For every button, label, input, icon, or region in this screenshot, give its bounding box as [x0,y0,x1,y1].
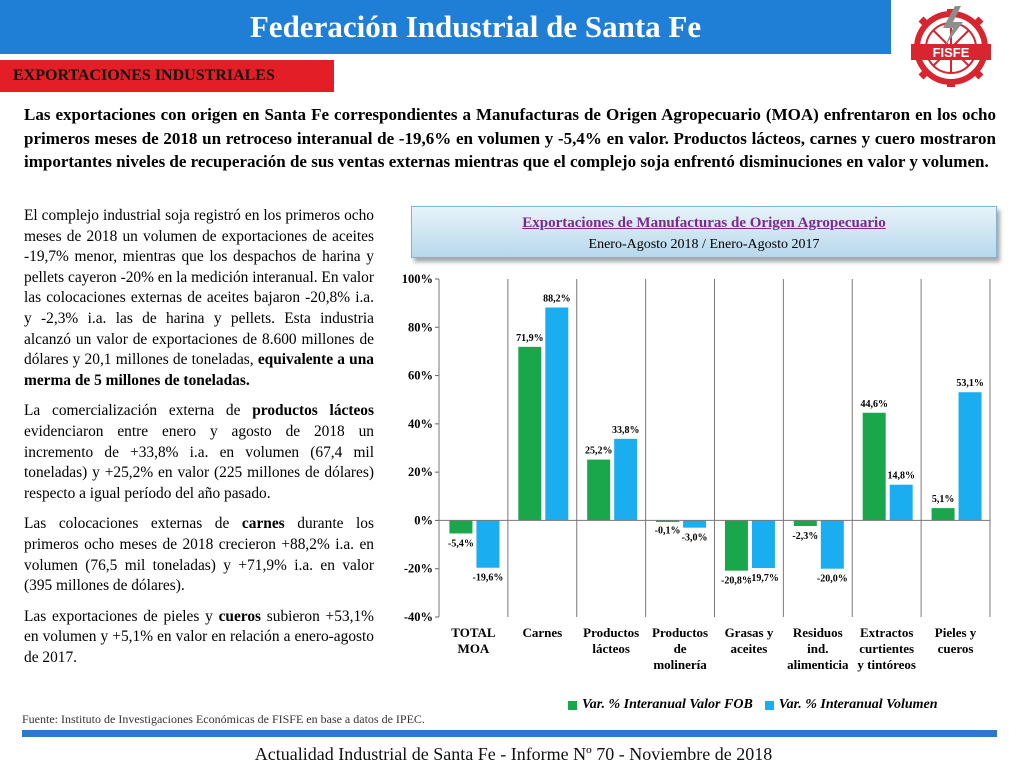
legend-item-volumen: Var. % Interanual Volumen [764,697,938,713]
lightning-icon [943,6,963,46]
title-bar: Federación Industrial de Santa Fe [0,0,891,54]
y-tick-label: -20% [404,562,433,576]
data-label: 14,8% [887,471,915,482]
y-tick-label: 60% [408,369,433,383]
bar-volumen [683,520,707,528]
paragraph-text: evidenciaron entre enero y agosto de 201… [24,422,374,502]
data-label: -19,6% [473,573,504,584]
chart-subtitle: Enero-Agosto 2018 / Enero-Agosto 2017 [588,237,820,252]
paragraph-cueros: Las exportaciones de pieles y cueros sub… [24,607,374,669]
bar-valor [793,520,817,526]
legend-swatch-volumen [764,700,774,710]
chart-title: Exportaciones de Manufacturas de Origen … [522,215,886,231]
data-label: -20,8% [721,576,752,587]
y-tick-label: 0% [414,513,433,527]
category-label: lácteos [592,641,630,656]
paragraph-carnes: Las colocaciones externas de carnes dura… [24,514,374,596]
y-tick-label: 20% [408,465,433,479]
paragraph-text: Las colocaciones externas de [24,515,242,533]
bar-valor [587,459,611,521]
chart-header: Exportaciones de Manufacturas de Origen … [411,206,997,258]
paragraph-emphasis: carnes [241,515,285,533]
bar-volumen [545,307,569,521]
category-label: Residuos [793,625,843,640]
category-label: molinería [653,657,707,672]
bar-valor [724,520,748,571]
paragraph-emphasis: equivalente a una merma de 5 millones de… [24,351,374,389]
legend-label-valor: Var. % Interanual Valor FOB [582,697,753,712]
category-label: Productos [652,625,708,640]
paragraph-text: Las exportaciones de pieles y [24,607,219,625]
paragraph-text: El complejo industrial soja registró en … [24,207,375,369]
category-label: Extractos [860,625,913,640]
data-label: 25,2% [585,446,613,457]
section-tag: EXPORTACIONES INDUSTRIALES [0,60,334,92]
chart-legend: Var. % Interanual Valor FOB Var. % Inter… [568,697,950,713]
legend-swatch-valor [568,700,577,710]
category-label: Carnes [522,625,562,640]
bar-chart: -40% -20% 0% 20% 40% 60% 80% 100% -5,4% 71,9% 25,2… [402,272,991,672]
footer-divider [22,730,997,737]
bar-valor [931,508,955,521]
bar-valor [518,346,542,521]
fisfe-logo: FISFE [911,6,991,87]
bar-volumen [476,520,500,568]
bar-volumen [820,520,844,569]
bar-volumen [889,484,913,521]
category-label: curtientes [859,641,914,656]
paragraph-emphasis: cueros [218,607,262,625]
data-label: 53,1% [956,378,984,389]
bar-valor [862,412,886,521]
bar-volumen [958,392,982,521]
data-label: -0,1% [655,526,681,537]
legend-item-valor: Var. % Interanual Valor FOB [568,697,753,713]
bar-volumen [614,438,638,521]
category-label: y tintóreos [857,657,916,672]
data-label: 5,1% [932,494,955,505]
legend-label-volumen: Var. % Interanual Volumen [778,697,938,712]
data-label: 44,6% [860,399,888,410]
intro-paragraph: Las exportaciones con origen en Santa Fe… [24,105,996,171]
category-label: cueros [938,641,974,656]
data-label: -19,7% [748,573,779,584]
paragraph-emphasis: productos lácteos [252,402,374,420]
category-label: Pieles y [935,625,977,640]
footer-text: Actualidad Industrial de Santa Fe - Info… [254,744,773,764]
bar-valor [449,520,473,534]
data-label: -2,3% [792,531,818,542]
data-label: 88,2% [543,293,571,304]
category-label: aceites [731,641,768,656]
y-tick-label: 100% [402,272,433,286]
category-label: TOTAL [451,625,496,640]
data-label: -3,0% [682,533,708,544]
y-tick-label: -40% [404,610,433,624]
bar-volumen [751,520,775,568]
category-label: Productos [583,625,639,640]
paragraph-soja: El complejo industrial soja registró en … [24,206,374,391]
bar-valor [656,520,680,522]
section-title: EXPORTACIONES INDUSTRIALES [13,67,275,84]
category-label: de [674,641,687,656]
y-tick-label: 80% [408,320,433,334]
data-label: 33,8% [612,425,640,436]
y-tick-label: 40% [408,417,433,431]
paragraph-text: subieron +53,1% en volumen y +5,1% en va… [24,607,374,666]
source-note: Fuente: Instituto de Investigaciones Eco… [22,712,425,726]
paragraph-lacteos: La comercialización externa de productos… [24,401,374,504]
category-label: Grasas y [725,625,774,640]
category-label: ind. [807,641,828,656]
body-column: El complejo industrial soja registró en … [24,206,374,678]
data-label: -5,4% [448,538,474,549]
data-label: -20,0% [817,574,848,585]
data-label: 71,9% [516,333,544,344]
category-label: alimenticia [787,657,849,672]
page-title: Federación Industrial de Santa Fe [249,9,702,44]
logo-text: FISFE [933,45,970,60]
paragraph-text: La comercialización externa de [24,402,253,420]
paragraph-text: durante los primeros ocho meses de 2018 … [24,515,374,595]
category-label: MOA [458,641,490,656]
